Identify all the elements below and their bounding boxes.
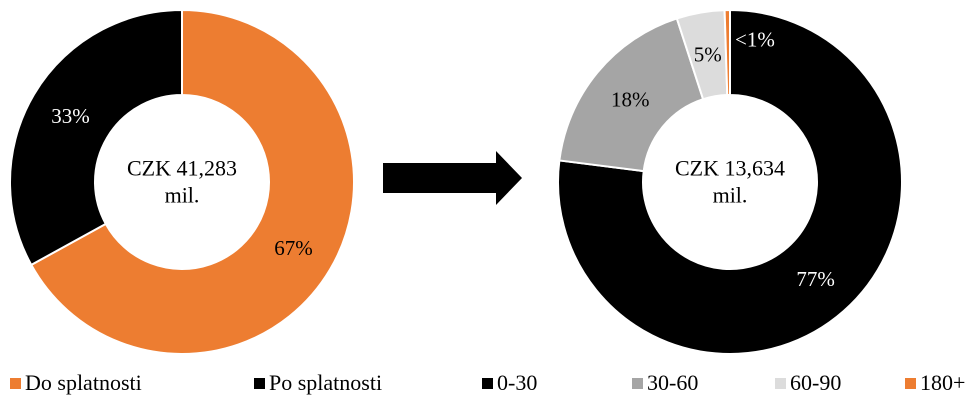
- legend-item-180-plus: 180+: [905, 370, 965, 396]
- slice-do-splatnosti: [29, 8, 355, 355]
- data-label: 67%: [274, 236, 313, 260]
- legend-swatch-orange: [10, 377, 21, 389]
- legend-label: 180+: [920, 370, 966, 395]
- data-label: 18%: [611, 87, 650, 111]
- slice-po-splatnosti: [9, 8, 183, 267]
- legend-item-do-splatnosti: Do splatnosti: [10, 370, 142, 396]
- legend-label: Do splatnosti: [25, 370, 142, 395]
- legend-item-0-30: 0-30: [482, 370, 537, 396]
- legend-swatch-lightgray: [775, 377, 786, 389]
- slice-0-30: [557, 8, 903, 355]
- legend-swatch-black: [482, 377, 493, 389]
- legend-item-30-60: 30-60: [632, 370, 698, 396]
- legend-label: Po splatnosti: [269, 370, 383, 395]
- slice-180-: [723, 8, 731, 97]
- slice-30-60: [558, 17, 705, 173]
- legend-swatch-gray: [632, 377, 643, 389]
- center-label: CZK 41,283: [127, 156, 237, 181]
- legend-label: 60-90: [790, 370, 842, 395]
- center-label: mil.: [713, 183, 748, 208]
- legend-label: 30-60: [647, 370, 699, 395]
- legend-item-po-splatnosti: Po splatnosti: [254, 370, 382, 396]
- center-label: CZK 13,634: [675, 156, 785, 181]
- legend-label: 0-30: [497, 370, 538, 395]
- legend-swatch-black: [254, 377, 265, 389]
- legend-swatch-orange: [905, 377, 916, 389]
- data-label: 77%: [796, 267, 835, 291]
- center-label: mil.: [165, 183, 200, 208]
- data-label: 5%: [694, 42, 722, 66]
- legend-item-60-90: 60-90: [775, 370, 841, 396]
- right-arrow: [383, 151, 522, 205]
- data-label: <1%: [735, 28, 775, 52]
- data-label: 33%: [51, 104, 90, 128]
